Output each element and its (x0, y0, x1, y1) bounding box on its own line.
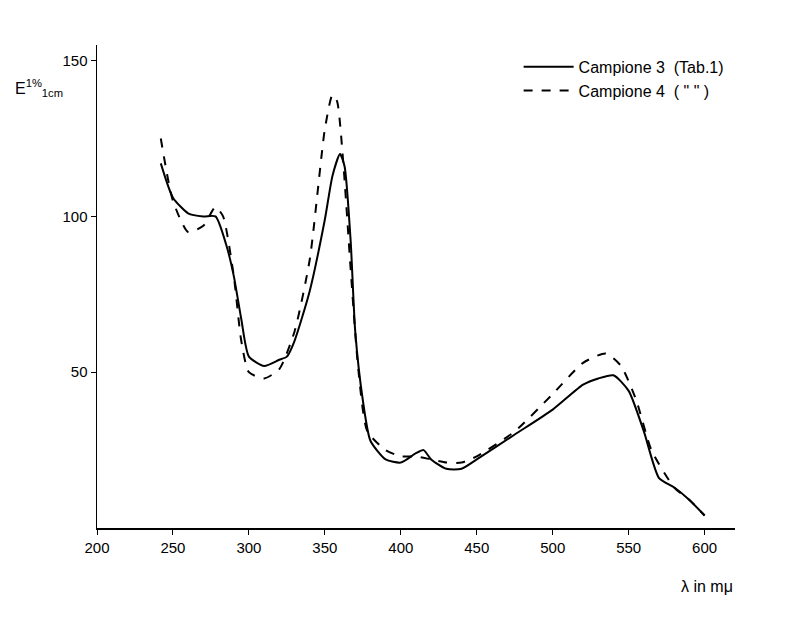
svg-text:300: 300 (236, 539, 261, 556)
svg-text:500: 500 (540, 539, 565, 556)
svg-text:200: 200 (84, 539, 109, 556)
svg-text:E​1%​​1cm​: E​1%​​1cm​ (15, 77, 63, 99)
svg-text:Campione 3 (Tab.1): Campione 3 (Tab.1) (579, 59, 724, 76)
svg-text:λ in mμ: λ in mμ (681, 578, 733, 595)
svg-text:550: 550 (616, 539, 641, 556)
svg-text:600: 600 (692, 539, 717, 556)
svg-text:100: 100 (62, 208, 87, 225)
svg-text:400: 400 (388, 539, 413, 556)
svg-text:350: 350 (312, 539, 337, 556)
svg-text:Campione 4 ( " " ): Campione 4 ( " " ) (579, 83, 710, 100)
svg-text:50: 50 (71, 363, 88, 380)
svg-text:150: 150 (62, 52, 87, 69)
svg-text:450: 450 (464, 539, 489, 556)
svg-text:250: 250 (160, 539, 185, 556)
